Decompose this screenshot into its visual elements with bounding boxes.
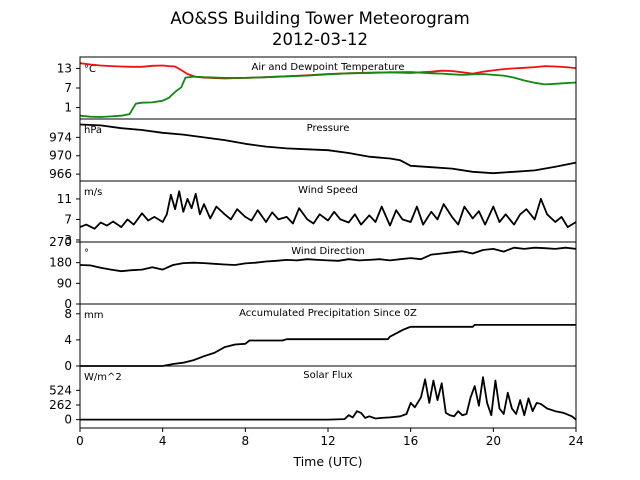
panel-title: Wind Direction [291, 246, 365, 257]
y-tick-label: 3 [64, 233, 72, 247]
y-tick-label: 13 [57, 61, 72, 75]
unit-label: m/s [84, 187, 102, 198]
panel-title: Pressure [307, 123, 350, 134]
unit-label: W/m^2 [84, 372, 122, 383]
y-tick-label: 7 [64, 212, 72, 226]
x-axis: 0 4 8 12 16 20 24 [76, 428, 584, 448]
figure-title-line1: AO&SS Building Tower Meteorogram [170, 9, 469, 28]
panel-title: Wind Speed [298, 185, 358, 196]
y-tick-label: 7 [64, 81, 72, 95]
y-tick-label: 524 [49, 383, 72, 397]
panel-title: Solar Flux [303, 370, 353, 381]
unit-label: hPa [84, 125, 102, 136]
x-tick-label: 0 [76, 434, 84, 448]
x-tick-label: 12 [320, 434, 335, 448]
panel-wind-speed: Wind Speed m/s 3 7 11 [57, 180, 577, 247]
series-line-solar [80, 376, 577, 421]
figure-title-line2: 2012-03-12 [272, 30, 368, 49]
panel-wind-direction: Wind Direction ° 0 90 180 270 [49, 235, 577, 311]
y-tick-label: 966 [49, 167, 72, 181]
y-tick-label: 270 [49, 235, 72, 249]
panel-air-dewpoint-temperature: Air and Dewpoint Temperature °C 1 7 13 [57, 56, 577, 120]
y-tick-label: 0 [64, 413, 72, 427]
y-tick-label: 0 [64, 297, 72, 311]
y-tick-label: 974 [49, 130, 72, 144]
x-tick-label: 16 [403, 434, 418, 448]
x-tick-label: 4 [159, 434, 167, 448]
y-tick-label: 11 [57, 192, 72, 206]
y-tick-label: 180 [49, 256, 72, 270]
y-tick-label: 0 [64, 359, 72, 373]
y-tick-label: 970 [49, 149, 72, 163]
series-line-dewpoint [79, 71, 577, 118]
unit-label: °C [84, 64, 96, 75]
panel-accumulated-precipitation: Accumulated Precipitation Since 0Z mm 0 4… [64, 303, 577, 373]
series-line-precip [80, 324, 576, 367]
y-tick-label: 8 [64, 307, 72, 321]
y-tick-label: 1 [64, 101, 72, 115]
x-tick-label: 20 [486, 434, 501, 448]
series-line-wind_dir [79, 246, 577, 273]
x-tick-label: 8 [242, 434, 250, 448]
y-tick-label: 4 [64, 333, 72, 347]
panel-title: Air and Dewpoint Temperature [252, 62, 405, 73]
series-line-pressure [79, 123, 577, 175]
panel-title: Accumulated Precipitation Since 0Z [239, 308, 417, 319]
x-tick-label: 24 [568, 434, 583, 448]
y-tick-label: 90 [57, 276, 72, 290]
y-tick-label: 262 [49, 398, 72, 412]
unit-label: ° [84, 248, 89, 259]
unit-label: mm [84, 310, 103, 321]
series-line-wind_speed [79, 190, 577, 230]
x-axis-label: Time (UTC) [292, 454, 362, 469]
